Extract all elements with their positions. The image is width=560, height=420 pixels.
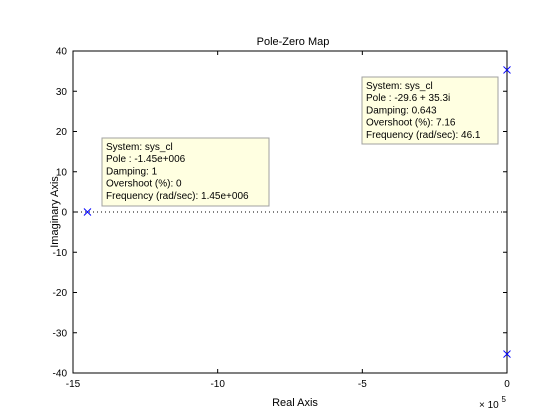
data-tip-line: Overshoot (%): 0: [106, 179, 182, 190]
data-tip-line: Frequency (rad/sec): 1.45e+006: [106, 191, 249, 202]
pole-markers: [83, 66, 511, 358]
pole-marker: [503, 350, 511, 358]
chart-title: Pole-Zero Map: [257, 36, 330, 48]
data-tip-line: Pole : -1.45e+006: [106, 154, 186, 165]
y-tick-label: -20: [53, 288, 68, 299]
x-exponent-label: × 10 5: [479, 395, 507, 411]
y-tick-label: 10: [56, 167, 68, 178]
y-tick-label: 20: [56, 127, 68, 138]
x-exponent-base: × 10: [479, 400, 499, 411]
data-tip-line: Pole : -29.6 + 35.3i: [366, 93, 450, 104]
pole-marker: [503, 66, 511, 74]
pole-marker: [83, 208, 92, 216]
y-tick-label: -10: [53, 248, 68, 259]
data-tip-line: Frequency (rad/sec): 46.1: [366, 130, 481, 141]
y-axis-ticks: -40 -30 -20 -10 0 10 20 30 40: [53, 47, 507, 380]
data-tip-line: System: sys_cl: [106, 142, 173, 153]
x-axis-label: Real Axis: [272, 397, 318, 409]
y-tick-label: -30: [53, 328, 68, 339]
x-axis-ticks: -15 -10 -5 0: [66, 51, 510, 390]
x-tick-label: 0: [504, 379, 510, 390]
x-tick-label: -15: [66, 379, 81, 390]
x-exponent-power: 5: [502, 395, 507, 404]
y-tick-label: 0: [61, 208, 67, 219]
data-tip-box: [361, 76, 499, 145]
y-axis-label: Imaginary Axis: [49, 176, 61, 248]
data-tip-line: System: sys_cl: [366, 81, 433, 92]
data-tip-line: Damping: 0.643: [366, 105, 437, 116]
y-tick-label: -40: [53, 369, 68, 380]
data-tip-box: [101, 137, 270, 207]
data-tip-line: Damping: 1: [106, 166, 158, 177]
y-tick-label: 40: [56, 47, 68, 58]
data-tip-line: Overshoot (%): 7.16: [366, 118, 456, 129]
y-tick-label: 30: [56, 87, 68, 98]
x-tick-label: -5: [358, 379, 367, 390]
x-tick-label: -10: [210, 379, 225, 390]
